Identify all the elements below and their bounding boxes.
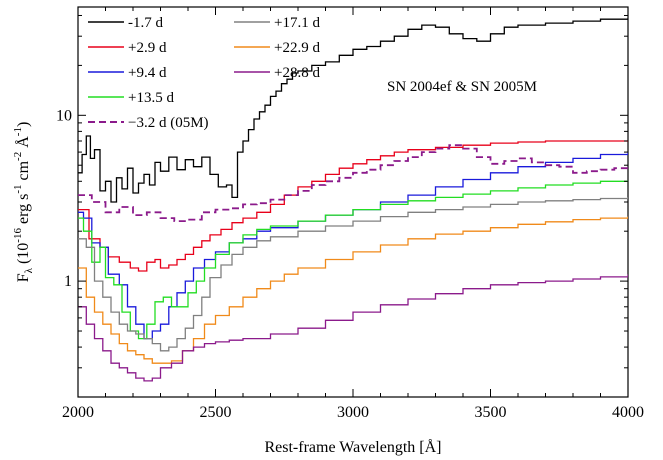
x-tick-label: 4000	[612, 404, 644, 421]
series-line-0	[78, 18, 628, 203]
series-line-7	[78, 144, 628, 222]
x-tick-label: 2000	[62, 404, 94, 421]
legend-label: +9.4 d	[128, 65, 167, 81]
series-layer	[78, 18, 628, 382]
legend-label: −3.2 d (05M)	[128, 115, 209, 131]
legend-label: +2.9 d	[128, 40, 167, 56]
y-tick-label: 10	[56, 107, 72, 124]
x-tick-label: 3000	[337, 404, 369, 421]
x-tick-label: 3500	[475, 404, 507, 421]
legend-label: -1.7 d	[128, 15, 163, 31]
legend-label: +28.8 d	[274, 65, 320, 81]
legend-label: +17.1 d	[274, 15, 320, 31]
legend: -1.7 d +2.9 d +9.4 d +13.5 d +17.1 d +22.9 d +…	[88, 15, 320, 131]
series-line-5	[78, 216, 628, 364]
y-tick-label: 1	[64, 273, 72, 290]
legend-label: +22.9 d	[274, 40, 320, 56]
legend-label: +13.5 d	[128, 90, 174, 106]
x-tick-label: 2500	[200, 404, 232, 421]
series-line-1	[78, 140, 628, 272]
series-line-6	[78, 274, 628, 382]
y-axis-label: Fλ (10-16 erg s-1 cm-2 Å-1)	[12, 122, 35, 283]
series-line-3	[78, 180, 628, 340]
x-axis-label: Rest-frame Wavelength [Å]	[264, 438, 441, 456]
series-line-4	[78, 197, 628, 352]
tick-layer: 2000 2500 3000 3500 4000 1 10	[56, 7, 644, 421]
annotation-label: SN 2004ef & SN 2005M	[387, 79, 537, 95]
